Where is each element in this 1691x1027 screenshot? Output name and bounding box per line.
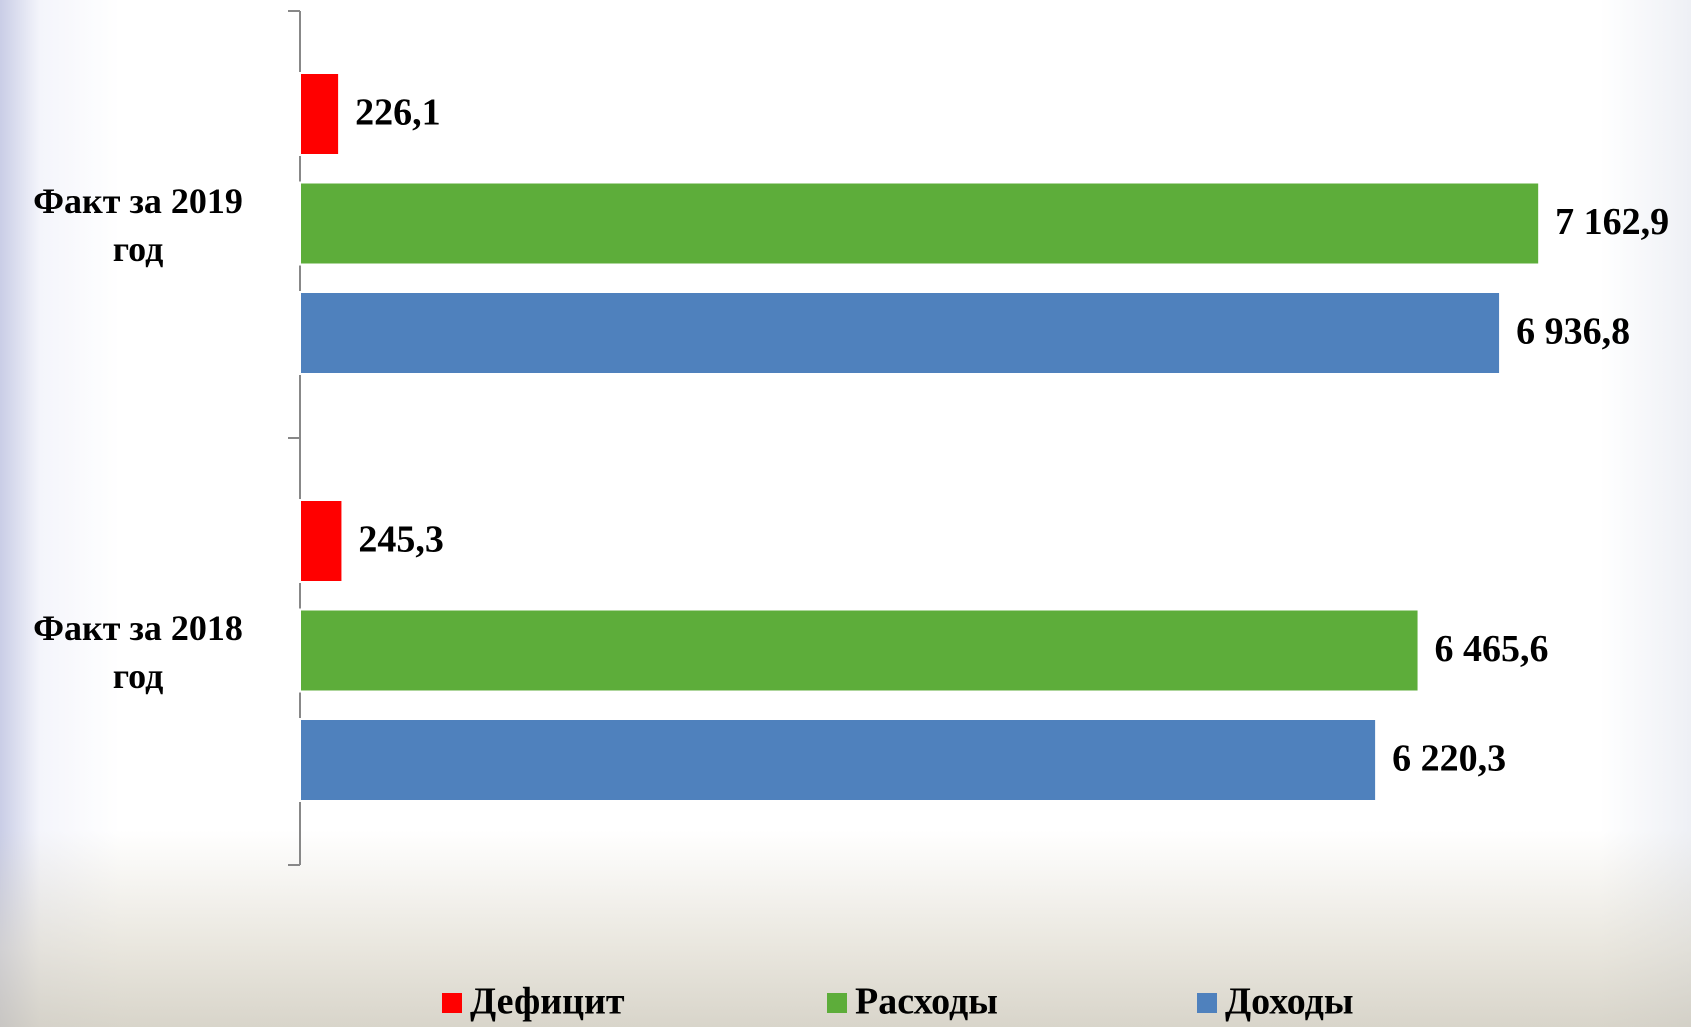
bar [299, 718, 1378, 802]
data-label: 7 162,9 [1555, 201, 1669, 243]
category-label: Факт за 2019 год [33, 180, 243, 269]
legend-label: Расходы [855, 981, 998, 1023]
bar [299, 608, 1420, 693]
bar [299, 72, 341, 156]
bar [299, 291, 1502, 375]
legend-swatch [1197, 993, 1217, 1013]
data-label: 226,1 [355, 92, 441, 134]
bar [299, 181, 1541, 266]
data-label: 245,3 [358, 519, 444, 561]
legend-label: Дефицит [470, 981, 625, 1023]
bar [299, 499, 344, 583]
legend-swatch [442, 993, 462, 1013]
data-label: 6 220,3 [1392, 738, 1506, 780]
legend-swatch [827, 993, 847, 1013]
category-label: Факт за 2018 год [33, 607, 243, 696]
data-label: 6 465,6 [1435, 628, 1549, 670]
data-label: 6 936,8 [1516, 311, 1630, 353]
legend-label: Доходы [1225, 981, 1354, 1023]
